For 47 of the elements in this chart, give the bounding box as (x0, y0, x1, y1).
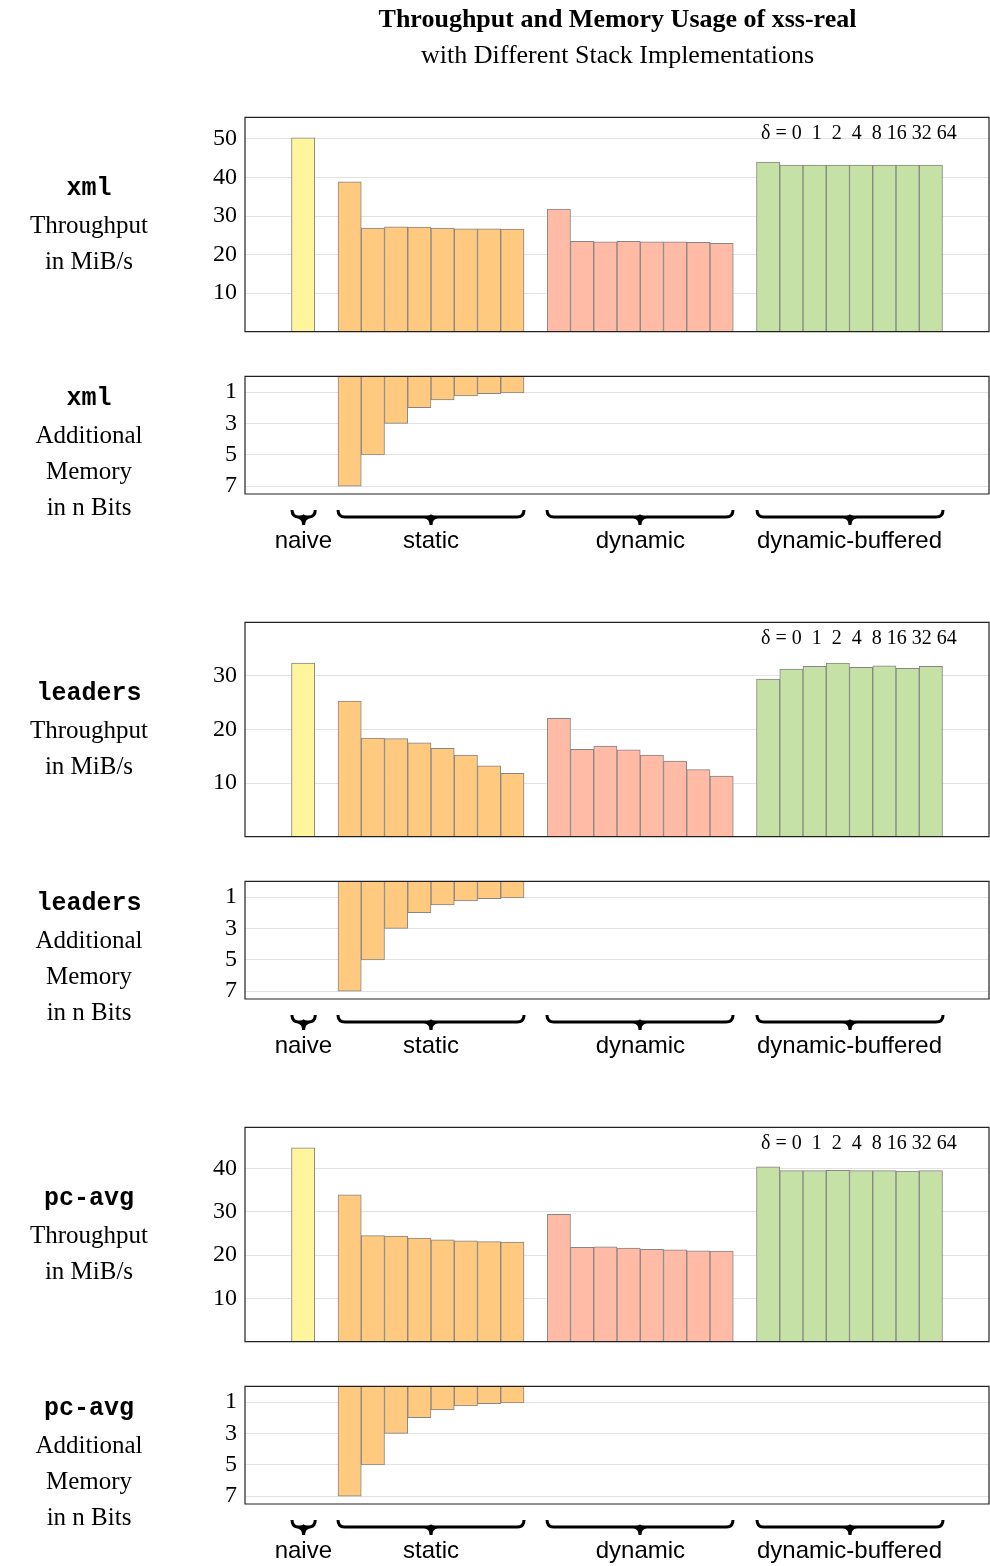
text: naive (274, 1536, 332, 1564)
text: naive (274, 1031, 332, 1059)
annotation: δ = 0 1 2 4 8 16 32 64 (760, 121, 958, 145)
chart-subtitle: with Different Stack Implementations (419, 40, 815, 70)
y-tick-label: 7 (225, 471, 237, 498)
y-tick-label: 10 (213, 1283, 237, 1310)
y-tick-label: 10 (213, 768, 237, 795)
y-tick-label: 1 (225, 377, 237, 404)
y-tick-label: 7 (225, 1481, 237, 1508)
y-tick-label: 10 (213, 278, 237, 305)
text: dynamic (595, 1536, 686, 1564)
y-axis-title: pc-avg Additional Memory in n Bits (34, 1393, 144, 1532)
chart-title: Throughput and Memory Usage of xss-real (377, 4, 858, 34)
y-tick-label: 5 (225, 945, 237, 972)
y-tick-label: 3 (225, 408, 237, 435)
text: static (403, 1031, 460, 1059)
text: static (403, 526, 460, 554)
y-axis-title: pc-avg Throughput in MiB/s (28, 1182, 149, 1286)
y-tick-label: 40 (213, 162, 237, 189)
y-tick-label: 50 (213, 124, 237, 151)
y-tick-label: 7 (225, 976, 237, 1003)
y-tick-label: 30 (213, 661, 237, 688)
text: dynamic-buffered (757, 1031, 942, 1059)
y-axis-title: xml Throughput in MiB/s (28, 172, 149, 276)
y-tick-label: 1 (225, 1387, 237, 1414)
annotation: δ = 0 1 2 4 8 16 32 64 (760, 626, 958, 650)
text: dynamic (595, 1031, 686, 1059)
text: dynamic (595, 526, 686, 554)
y-tick-label: 30 (213, 201, 237, 228)
text: static (403, 1536, 460, 1564)
y-tick-label: 20 (213, 1240, 237, 1267)
y-tick-label: 40 (213, 1153, 237, 1180)
annotation: δ = 0 1 2 4 8 16 32 64 (760, 1131, 958, 1155)
y-tick-label: 1 (225, 882, 237, 909)
y-axis-title: xml Additional Memory in n Bits (34, 383, 144, 522)
y-tick-label: 5 (225, 1450, 237, 1477)
y-tick-label: 30 (213, 1197, 237, 1224)
text: naive (274, 526, 332, 554)
y-tick-label: 5 (225, 440, 237, 467)
y-axis-title: leaders Throughput in MiB/s (28, 677, 149, 781)
text: dynamic-buffered (757, 1536, 942, 1564)
y-tick-label: 3 (225, 1418, 237, 1445)
y-tick-label: 20 (213, 239, 237, 266)
y-tick-label: 3 (225, 913, 237, 940)
text: dynamic-buffered (757, 526, 942, 554)
y-tick-label: 20 (213, 714, 237, 741)
y-axis-title: leaders Additional Memory in n Bits (34, 888, 144, 1027)
